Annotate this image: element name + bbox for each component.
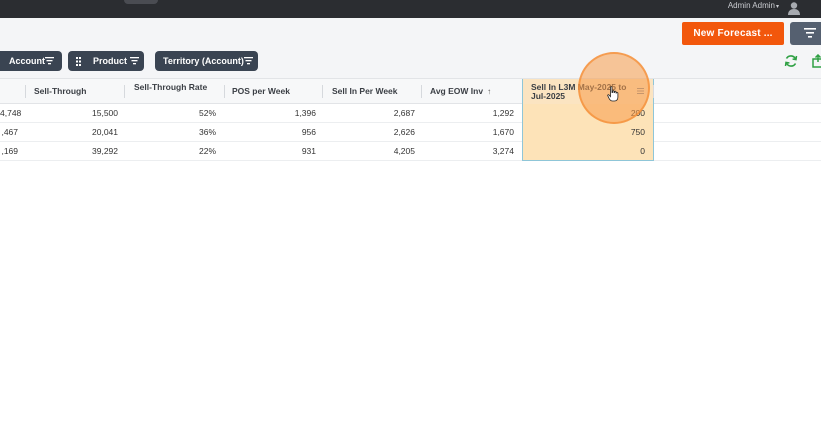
filter-button[interactable] <box>790 22 821 45</box>
column-separator[interactable] <box>322 85 323 98</box>
filter-lines-icon <box>45 57 54 65</box>
account-filter-chip[interactable]: Account <box>0 51 62 71</box>
filter-icon <box>804 28 816 38</box>
territory-filter-chip[interactable]: Territory (Account) <box>155 51 258 71</box>
column-separator[interactable] <box>224 85 225 98</box>
table-cell[interactable]: 22% <box>198 146 216 156</box>
refresh-icon[interactable] <box>784 54 798 68</box>
column-header-pos-per-week[interactable]: POS per Week <box>232 86 290 96</box>
tab-stub[interactable] <box>124 0 158 4</box>
column-header-avg-eow-inv[interactable]: Avg EOW Inv ↑ <box>430 79 518 104</box>
table-cell[interactable]: 20,041 <box>92 127 118 137</box>
column-header-sell-through[interactable]: Sell-Through <box>34 86 87 96</box>
table-cell[interactable]: 956 <box>301 127 316 137</box>
user-icon[interactable] <box>787 1 801 15</box>
table-cell-highlighted[interactable]: 0 <box>523 142 653 161</box>
table-cell[interactable]: ,467 <box>1 127 18 137</box>
table-cell[interactable]: 15,500 <box>92 108 118 118</box>
table-cell[interactable]: ,169 <box>1 146 18 156</box>
click-indicator <box>578 52 650 124</box>
table-cell[interactable]: 931 <box>301 146 316 156</box>
top-bar: Admin Admin▾ <box>0 0 821 18</box>
territory-chip-label: Territory (Account) <box>163 56 244 66</box>
column-header-sell-in-per-week[interactable]: Sell In Per Week <box>332 86 398 96</box>
table-cell[interactable]: 4,748 <box>0 108 22 118</box>
table-cell[interactable]: 52% <box>198 108 216 118</box>
table-cell[interactable]: 2,687 <box>393 108 415 118</box>
user-name-label: Admin Admin <box>727 1 775 10</box>
column-header-0[interactable] <box>0 79 20 104</box>
table-row[interactable]: 4,748 15,500 52% 1,396 2,687 1,292 200 <box>0 104 821 123</box>
table-cell[interactable]: 1,670 <box>492 127 514 137</box>
column-header-sell-through-rate[interactable]: Sell-Through Rate <box>134 82 208 92</box>
product-chip-label: Product <box>93 56 128 66</box>
column-separator[interactable] <box>421 85 422 98</box>
table-cell[interactable]: 36% <box>198 127 216 137</box>
user-caret: ▾ <box>775 4 779 10</box>
selected-column-outline <box>522 104 654 161</box>
column-separator[interactable] <box>25 85 26 98</box>
export-icon[interactable] <box>812 54 821 68</box>
filter-lines-icon <box>244 57 253 65</box>
account-chip-label: Account <box>9 56 45 66</box>
new-forecast-button[interactable]: New Forecast ... <box>682 22 784 45</box>
grid-icon <box>76 57 81 66</box>
table-cell[interactable]: 1,292 <box>492 108 514 118</box>
table-row[interactable]: ,169 39,292 22% 931 4,205 3,274 0 <box>0 142 821 161</box>
table-cell-highlighted[interactable]: 750 <box>523 123 653 142</box>
column-separator[interactable] <box>124 85 125 98</box>
user-menu[interactable]: Admin Admin▾ <box>728 1 779 10</box>
grid-header <box>0 78 821 104</box>
filter-lines-icon <box>130 57 139 65</box>
table-cell[interactable]: 2,626 <box>393 127 415 137</box>
column-separator[interactable] <box>653 85 654 98</box>
sort-ascending-icon[interactable]: ↑ <box>487 87 492 96</box>
hand-cursor-icon <box>607 86 619 102</box>
table-cell[interactable]: 4,205 <box>393 146 415 156</box>
product-filter-chip[interactable]: Product <box>68 51 144 71</box>
table-cell[interactable]: 39,292 <box>92 146 118 156</box>
table-cell[interactable]: 3,274 <box>492 146 514 156</box>
table-cell[interactable]: 1,396 <box>294 108 316 118</box>
avg-eow-inv-label: Avg EOW Inv <box>430 86 484 96</box>
table-row[interactable]: ,467 20,041 36% 956 2,626 1,670 750 <box>0 123 821 142</box>
